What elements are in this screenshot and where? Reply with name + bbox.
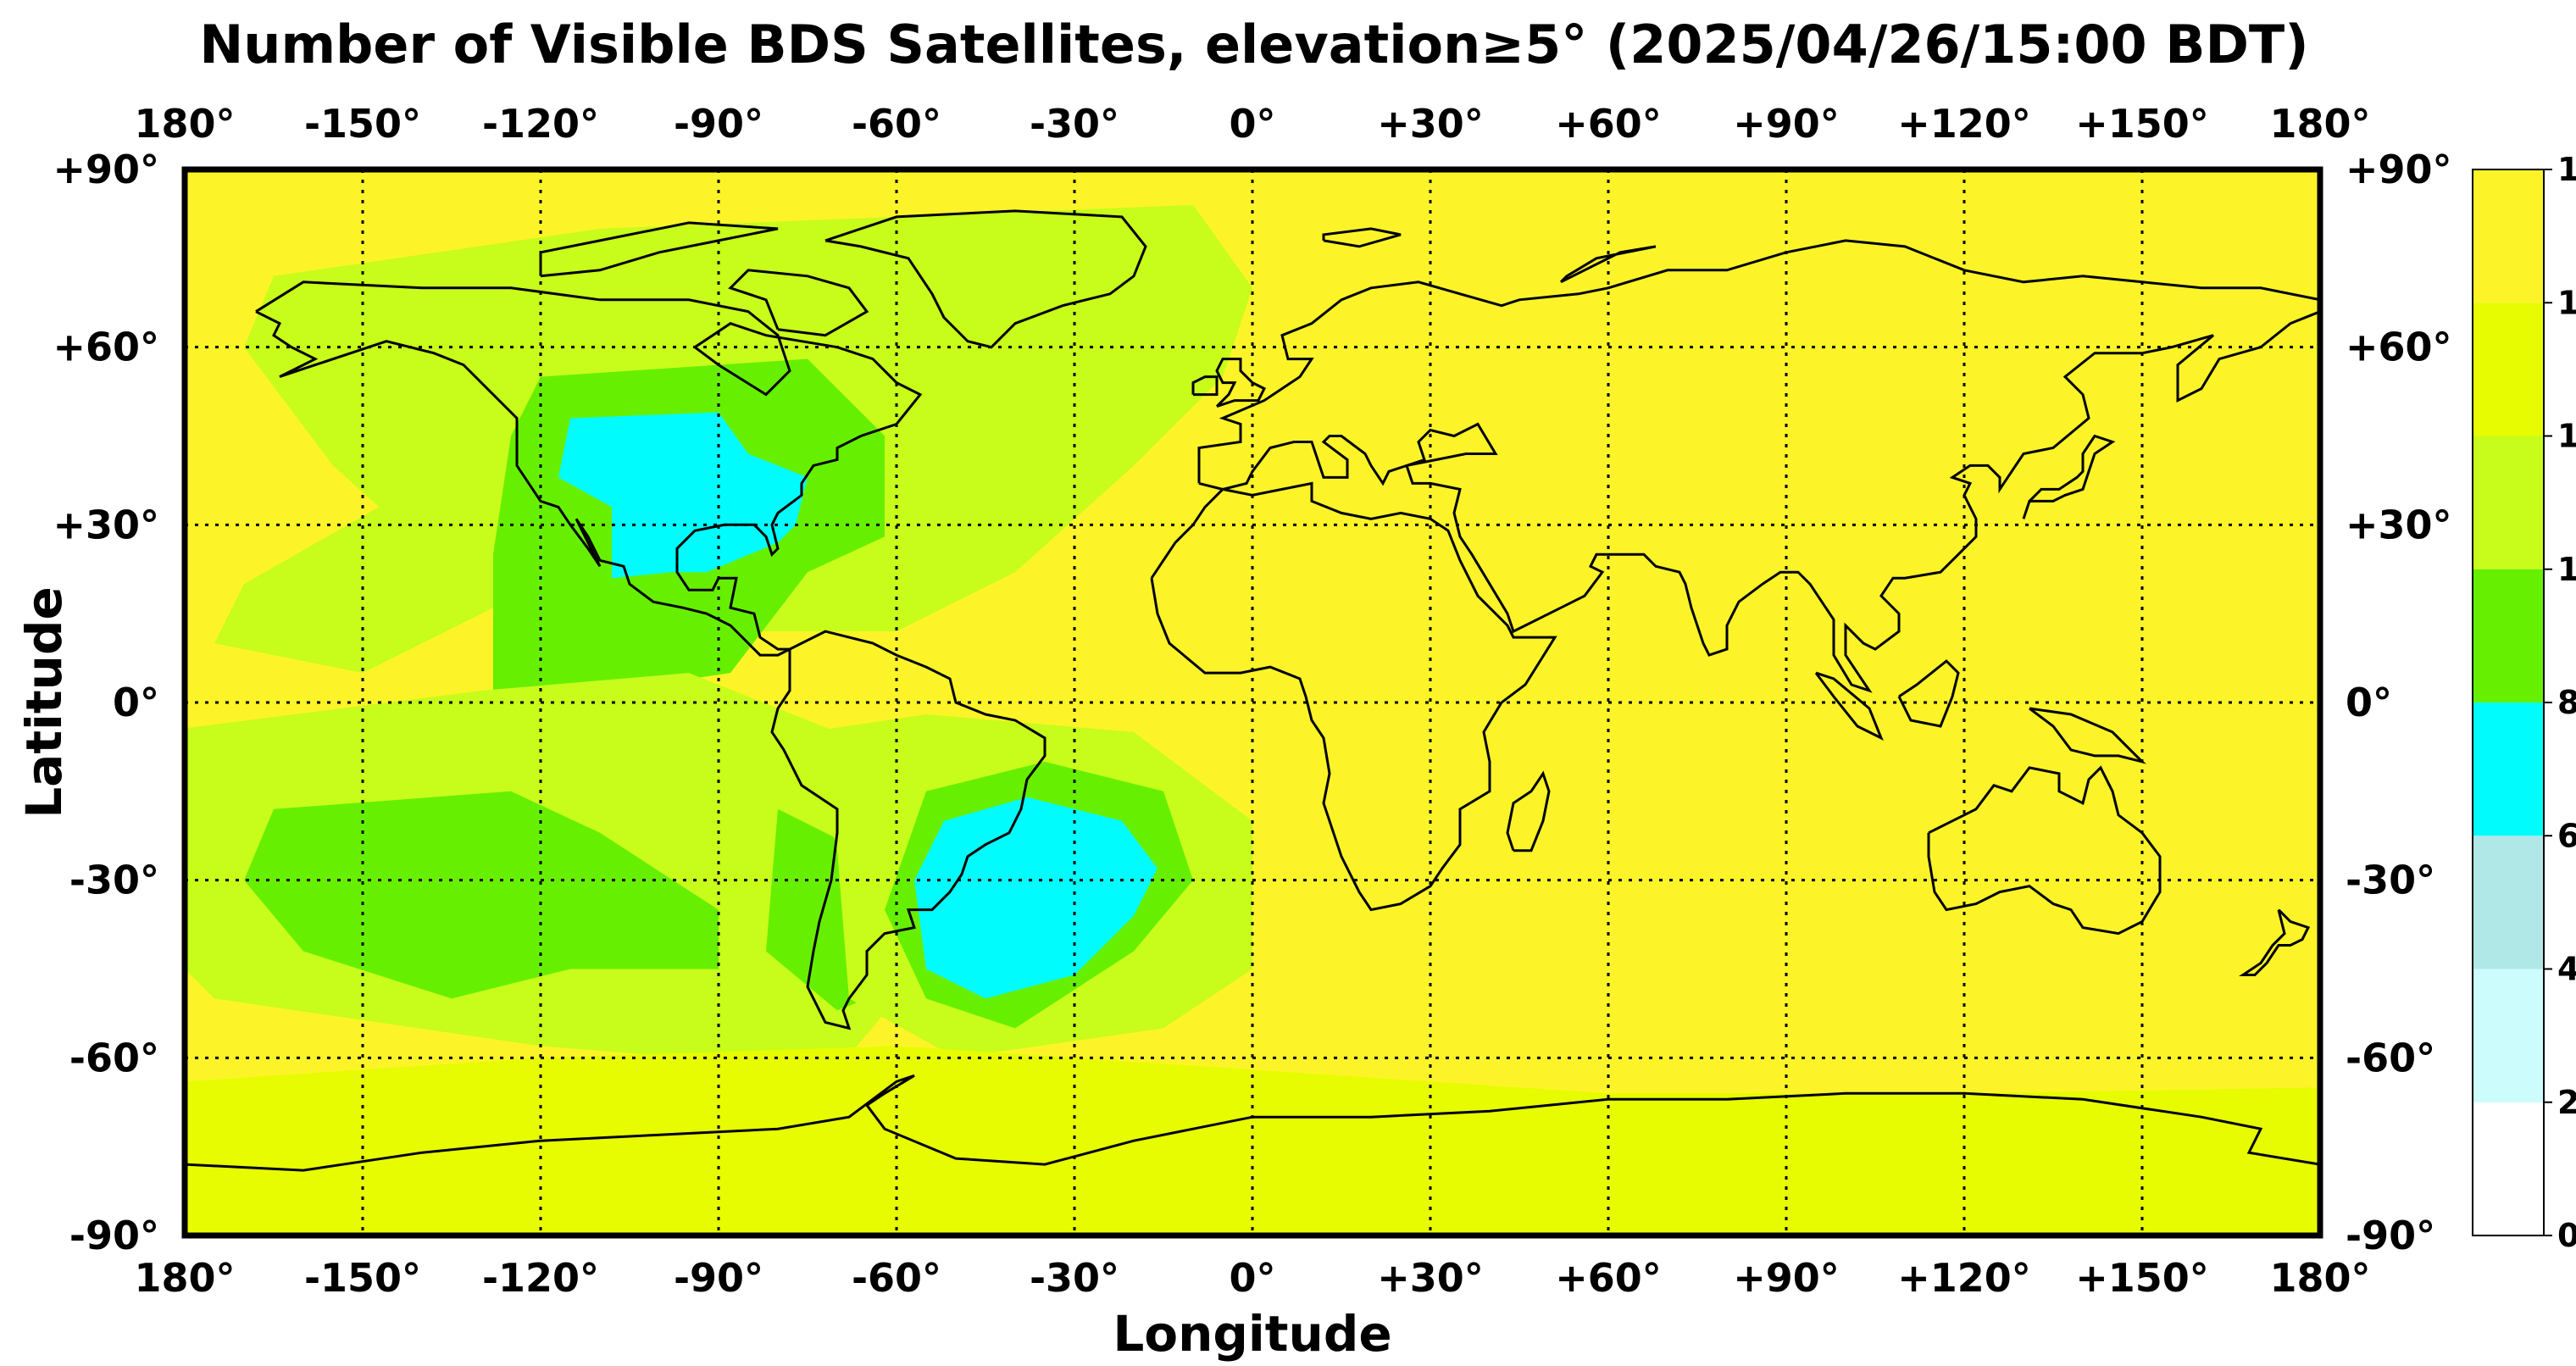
lon-tick-top: -90° — [674, 101, 763, 147]
lon-tick-top: +150° — [2075, 101, 2209, 147]
colorbar-tick-label: 12 — [2557, 418, 2576, 455]
region-north-america-8 — [558, 412, 808, 579]
eurasia-coast — [1197, 239, 2320, 693]
lat-tick-right: +60° — [2346, 325, 2452, 370]
colorbar-band — [2473, 169, 2544, 303]
axis-ticks: 180° 180° -150° -150° -120° -120° -90° -90° -60°… — [53, 101, 2451, 1301]
africa-coast — [1150, 481, 1557, 912]
lon-tick-bottom: -120° — [482, 1255, 599, 1301]
lat-tick-right: 0° — [2346, 680, 2392, 725]
lat-tick-right: -60° — [2346, 1035, 2435, 1080]
madagascar-coast — [1506, 770, 1551, 852]
lon-tick-bottom: -150° — [304, 1255, 421, 1301]
lon-tick-top: 180° — [2269, 101, 2370, 147]
colorbar-tick-label: 8 — [2557, 684, 2576, 721]
lat-tick-right: +30° — [2346, 502, 2452, 547]
lon-tick-top: +60° — [1555, 101, 1662, 147]
y-axis-label: Latitude — [15, 586, 73, 819]
lat-tick-right: -90° — [2346, 1213, 2435, 1258]
lat-tick-left: +90° — [53, 147, 159, 192]
lon-tick-bottom: +120° — [1897, 1255, 2031, 1301]
coastlines — [185, 209, 2320, 1172]
colorbar-tick-label: 6 — [2557, 817, 2576, 854]
region-north-pacific-12 — [214, 347, 541, 674]
svalbard-coast — [1322, 227, 1402, 248]
lon-tick-top: -120° — [482, 101, 599, 147]
colorbar: 0 2 4 6 8 10 12 14 16 — [2472, 151, 2576, 1254]
lat-tick-left: +30° — [53, 502, 159, 547]
colorbar-band — [2473, 836, 2544, 969]
australia-coast — [1927, 765, 2162, 936]
lon-tick-top: -60° — [852, 101, 941, 147]
south-america-coast — [770, 630, 1046, 1030]
lon-tick-bottom: -90° — [674, 1255, 763, 1301]
colorbar-tick-label: 0 — [2557, 1217, 2576, 1254]
lon-tick-bottom: +60° — [1555, 1255, 1662, 1301]
lon-tick-top: 0° — [1229, 101, 1275, 147]
colorbar-band — [2473, 303, 2544, 436]
lat-tick-right: +90° — [2346, 147, 2452, 192]
x-axis-label: Longitude — [1113, 1305, 1391, 1363]
lon-tick-top: +120° — [1897, 101, 2031, 147]
colorbar-tick-label: 10 — [2557, 551, 2576, 588]
british-isles-coast — [1215, 358, 1267, 408]
lon-tick-top: +90° — [1733, 101, 1840, 147]
greenland-coast — [824, 209, 1147, 349]
lat-tick-left: +60° — [53, 325, 159, 370]
lon-tick-top: 180° — [134, 101, 235, 147]
new-zealand-coast — [2239, 908, 2311, 976]
plot-frame — [181, 166, 2323, 1239]
novaya-zemlya-coast — [1559, 245, 1657, 284]
north-america-coast — [255, 280, 923, 657]
lon-tick-bottom: -30° — [1030, 1255, 1119, 1301]
lon-tick-bottom: 0° — [1229, 1255, 1275, 1301]
lon-tick-top: +30° — [1377, 101, 1484, 147]
colorbar-tick-label: 4 — [2557, 951, 2576, 988]
lon-tick-top: -150° — [304, 101, 421, 147]
lat-tick-right: -30° — [2346, 858, 2435, 903]
chart-title: Number of Visible BDS Satellites, elevat… — [199, 14, 2308, 75]
japan-coast — [2022, 434, 2116, 519]
region-south-atlantic-8 — [914, 797, 1158, 999]
lon-tick-top: -30° — [1030, 101, 1119, 147]
lat-tick-left: -60° — [69, 1035, 159, 1080]
colorbar-band — [2473, 969, 2544, 1102]
arctic-islands-coast — [539, 221, 779, 278]
colorbar-tick-label: 2 — [2557, 1084, 2576, 1121]
new-guinea-coast — [2029, 707, 2146, 764]
lat-tick-left: 0° — [113, 680, 159, 725]
indonesia-coast — [1814, 671, 1884, 741]
borneo-coast — [1897, 659, 1960, 728]
ireland-coast — [1191, 375, 1219, 397]
lon-tick-bottom: +30° — [1377, 1255, 1484, 1301]
lon-tick-bottom: -60° — [852, 1255, 941, 1301]
colorbar-band — [2473, 436, 2544, 569]
lat-tick-left: -90° — [69, 1213, 159, 1258]
graticule — [185, 169, 2320, 1236]
colorbar-tick-label: 16 — [2557, 151, 2576, 188]
colorbar-band — [2473, 1102, 2544, 1236]
baffin-coast — [728, 269, 869, 337]
colorbar-tick-label: 14 — [2557, 284, 2576, 321]
antarctica-coast — [185, 1074, 2320, 1172]
lon-tick-bottom: +150° — [2075, 1255, 2209, 1301]
lon-tick-bottom: +90° — [1733, 1255, 1840, 1301]
colorbar-band — [2473, 569, 2544, 702]
lon-tick-bottom: 180° — [134, 1255, 235, 1301]
lon-tick-bottom: 180° — [2269, 1255, 2370, 1301]
colorbar-band — [2473, 702, 2544, 836]
lat-tick-left: -30° — [69, 858, 159, 903]
